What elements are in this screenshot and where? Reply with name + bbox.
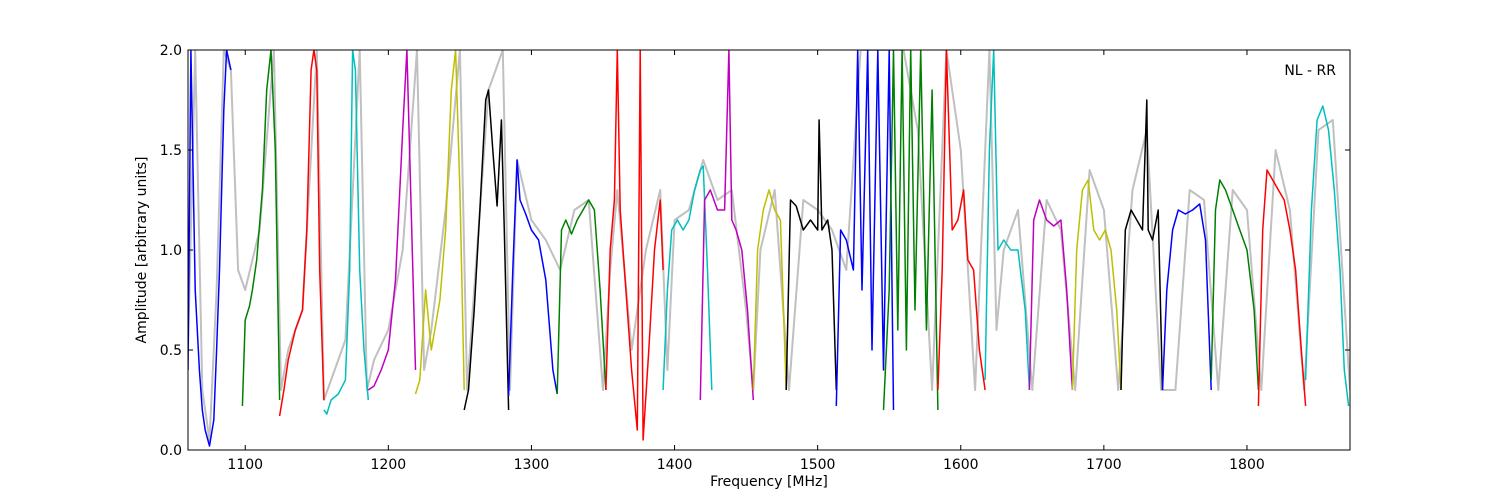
x-tick-label: 1700 xyxy=(1086,457,1122,473)
y-tick-label: 0.0 xyxy=(160,443,182,459)
series-line-20 xyxy=(1071,179,1122,391)
annotation-label: NL - RR xyxy=(1284,63,1336,79)
series-line-7 xyxy=(463,89,510,411)
series-line-21 xyxy=(1120,99,1164,391)
series-line-6 xyxy=(414,50,465,395)
x-tick-label: 1300 xyxy=(514,457,550,473)
series-line-23 xyxy=(1210,179,1260,391)
series-line-12 xyxy=(699,50,755,401)
x-tick-label: 1800 xyxy=(1229,457,1265,473)
series-line-3 xyxy=(278,50,325,417)
y-tick-label: 1.0 xyxy=(160,243,182,259)
series-line-14 xyxy=(785,119,838,391)
series-line-4 xyxy=(323,50,370,415)
x-tick-label: 1600 xyxy=(943,457,979,473)
series-line-16 xyxy=(882,50,939,411)
series-line-13 xyxy=(752,189,787,391)
y-tick-label: 0.5 xyxy=(160,343,182,359)
x-tick-label: 1100 xyxy=(227,457,263,473)
x-tick-label: 1200 xyxy=(371,457,407,473)
x-axis: 1100 1200 1300 1400 1500 1600 1700 1800 xyxy=(227,50,1265,473)
y-tick-label: 1.5 xyxy=(160,143,182,159)
series-line-2 xyxy=(241,50,281,407)
series-line-9 xyxy=(556,199,607,395)
x-tick-label: 1400 xyxy=(657,457,693,473)
series-line-24 xyxy=(1257,169,1307,407)
series-line-18 xyxy=(984,50,1031,391)
series-line-10 xyxy=(605,50,664,441)
series-line-22 xyxy=(1161,203,1212,391)
series-line-25 xyxy=(1304,105,1350,407)
x-axis-label: Frequency [MHz] xyxy=(710,474,828,490)
plot-area xyxy=(188,50,1350,447)
x-tick-label: 1500 xyxy=(800,457,836,473)
y-axis-label: Amplitude [arbitrary units] xyxy=(134,157,150,344)
series-line-17 xyxy=(937,50,986,391)
series-line-5 xyxy=(367,50,417,391)
y-tick-label: 2.0 xyxy=(160,43,182,59)
series-line-19 xyxy=(1028,199,1074,391)
series-line-8 xyxy=(507,159,558,397)
y-axis: 0.0 0.5 1.0 1.5 2.0 xyxy=(160,43,1350,459)
series-line-1 xyxy=(188,50,232,447)
series-line-15 xyxy=(835,50,895,411)
